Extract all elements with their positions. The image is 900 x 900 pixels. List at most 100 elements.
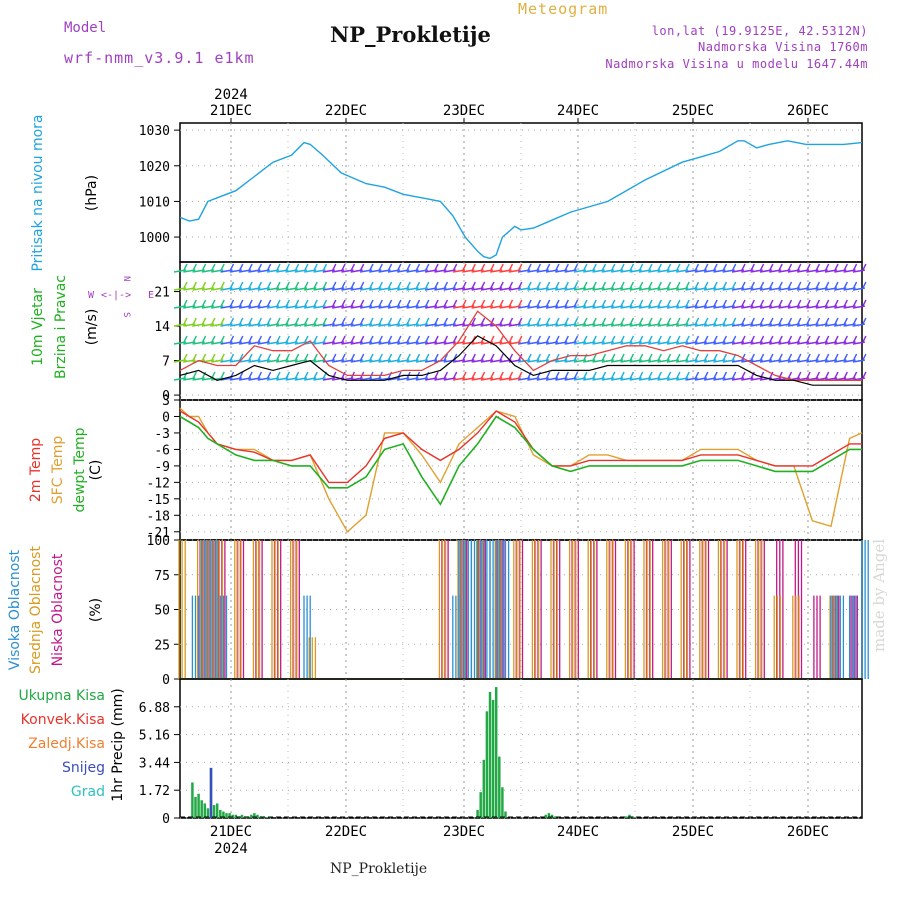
wind-barb [583, 269, 596, 273]
wind-barb [313, 269, 326, 273]
wind-barb [322, 305, 335, 309]
wind-barb-flag [304, 353, 309, 361]
wind-barb [313, 341, 326, 345]
precip-bar-total [191, 782, 194, 818]
y-tick-label: -6 [154, 443, 170, 458]
wind-barb [266, 377, 280, 381]
wind-barb-flag [425, 317, 430, 325]
wind-barb-flag [732, 281, 737, 289]
wind-barb [573, 269, 587, 273]
wind-barb-flag [629, 299, 635, 307]
wind-barb [713, 341, 726, 345]
wind-barb-flag [797, 263, 802, 271]
wind-barb [629, 287, 642, 291]
wind-barb-flag [183, 299, 188, 307]
wind-barb [397, 359, 410, 363]
wind-barb-flag [201, 281, 207, 289]
wind-barb-flag [685, 299, 690, 307]
wind-barb [610, 269, 624, 273]
wind-barb-flag [834, 353, 839, 361]
precip-bar-total [504, 811, 507, 818]
wind-barb-flag [573, 263, 579, 271]
wind-barb-flag [759, 299, 765, 307]
wind-barb [796, 287, 810, 291]
y-tick-label: 75 [154, 569, 170, 584]
wind-barb-flag [601, 281, 607, 289]
wind-barb-flag [239, 371, 244, 379]
wind-barb-flag [220, 335, 225, 343]
wind-barb-flag [443, 353, 449, 361]
wind-barb-flag [741, 317, 746, 325]
wind-barb [443, 287, 456, 291]
pressure-unit: (hPa) [84, 175, 100, 211]
wind-barb [211, 269, 224, 273]
wind-barb-flag [490, 353, 495, 361]
wind-barb [824, 341, 838, 345]
wind-barb [629, 377, 642, 381]
wind-barb [434, 269, 447, 273]
wind-barb [536, 287, 549, 291]
wind-barb [601, 269, 614, 273]
wind-barb [415, 305, 428, 309]
panel-frame [179, 399, 863, 541]
wind-barb-flag [629, 371, 635, 379]
wind-barb-flag [406, 335, 411, 343]
precip-legend-item: Snijeg [62, 760, 105, 776]
wind-barb-flag [806, 371, 811, 379]
wind-barb-flag [704, 335, 709, 343]
wind-barb [815, 341, 828, 345]
wind-barb [741, 269, 754, 273]
wind-barb [583, 341, 596, 345]
wind-barb-flag [862, 281, 867, 289]
wind-barb-flag [620, 299, 625, 307]
wind-barb [685, 269, 698, 273]
wind-barb-flag [657, 335, 662, 343]
wind-barb-flag [239, 317, 244, 325]
day-label-top: 23DEC [443, 103, 485, 119]
wind-barb-flag [220, 371, 225, 379]
wind-barb-flag [341, 263, 346, 271]
wind-barb [480, 323, 494, 327]
wind-barb [415, 323, 428, 327]
wind-barb [387, 287, 401, 291]
y-tick-label: 100 [147, 534, 170, 549]
wind-barb-flag [183, 353, 188, 361]
wind-unit: (m/s) [84, 309, 100, 346]
wind-barb [322, 359, 335, 363]
precip-bar-total [222, 811, 225, 818]
wind-barb-flag [350, 281, 356, 289]
y-tick-label: 21 [154, 286, 170, 301]
precip-bar-total [253, 813, 256, 818]
wind-barb [248, 305, 261, 309]
wind-barb [638, 323, 652, 327]
wind-barb [834, 287, 847, 291]
wind-barb [378, 377, 391, 381]
wind-barb-flag [546, 371, 551, 379]
wind-barb-flag [611, 299, 616, 307]
wind-barb [713, 269, 726, 273]
wind-barb [173, 341, 187, 345]
wind-barb [527, 305, 540, 309]
wind-barb-flag [732, 299, 737, 307]
wind-barb-flag [322, 299, 328, 307]
wind-barb [294, 269, 308, 273]
wind-barb-flag [862, 263, 867, 271]
wind-barb [359, 359, 373, 363]
wind-barb [629, 323, 642, 327]
wind-barb [322, 377, 335, 381]
wind-axis-title: 10m Vjetar [30, 288, 46, 366]
wind-barb-flag [601, 263, 607, 271]
wind-barb [313, 359, 326, 363]
wind-barb [276, 305, 289, 309]
wind-barb-flag [239, 353, 244, 361]
wind-barb-flag [192, 317, 197, 325]
wind-barb [796, 341, 810, 345]
wind-barb [462, 359, 475, 363]
wind-barb-flag [508, 317, 514, 325]
wind-barb-flag [741, 335, 746, 343]
wind-barb [685, 359, 698, 363]
wind-barb-flag [462, 281, 467, 289]
wind-barb-flag [750, 353, 755, 361]
wind-barb [359, 377, 373, 381]
wind-barb-flag [862, 371, 867, 379]
